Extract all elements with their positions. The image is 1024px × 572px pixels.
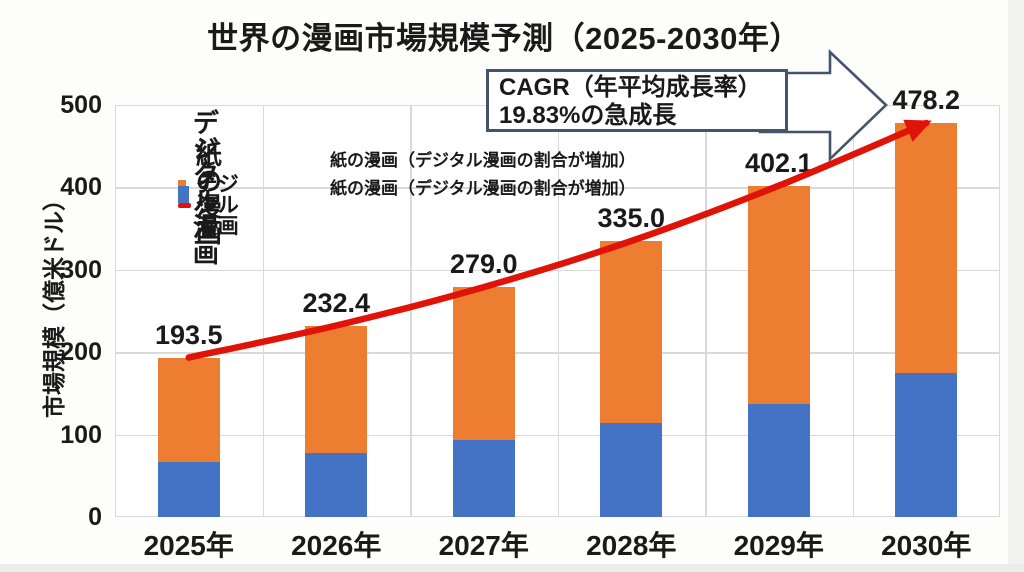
x-tick-label: 2025年 (143, 530, 234, 561)
y-tick-label: 200 (60, 338, 102, 367)
cagr-callout-box: CAGR（年平均成長率） 19.83%の急成長 (486, 69, 788, 132)
bar-stack (747, 185, 810, 517)
bar-segment-paper (452, 440, 515, 517)
value-label: 478.2 (892, 84, 961, 115)
legend-label: デジタル漫画 (196, 173, 239, 238)
bar-stack (895, 122, 958, 517)
bar-stack (452, 287, 515, 517)
bar-segment-digital (305, 325, 368, 453)
bar-segment-digital (452, 287, 515, 441)
bar-segment-paper (747, 404, 810, 517)
y-tick-label: 300 (60, 255, 102, 284)
legend-item-trend: デジタル漫画 (178, 174, 241, 237)
gridline-vertical (262, 105, 264, 517)
bar-stack (600, 240, 663, 517)
y-tick-label: 0 (88, 503, 102, 531)
y-tick-label: 400 (60, 173, 102, 202)
y-tick-label: 100 (60, 420, 102, 449)
cagr-line1: CAGR（年平均成長率） (499, 74, 762, 101)
value-label: 402.1 (744, 147, 813, 178)
legend-note-paper: 紙の漫画（デジタル漫画の割合が増加） (330, 151, 636, 170)
bar-segment-paper (895, 372, 958, 517)
legend-swatch-red-line (178, 203, 191, 208)
chart-title: 世界の漫画市場規模予測（2025-2030年） (207, 21, 801, 56)
legend-swatch-blue (178, 185, 189, 203)
x-tick-label: 2027年 (438, 530, 529, 561)
gridline-vertical (705, 105, 707, 517)
value-label: 193.5 (154, 319, 223, 350)
y-tick-label: 500 (60, 91, 102, 119)
background-strip-right (1008, 0, 1024, 572)
bar-stack (305, 325, 368, 517)
value-label: 232.4 (302, 287, 371, 318)
y-axis-title: 市場規模（億米ドル） (41, 188, 67, 418)
cagr-line2: 19.83%の急成長 (499, 102, 677, 129)
x-tick-label: 2026年 (291, 530, 382, 561)
bar-stack (157, 357, 220, 517)
value-label: 335.0 (597, 202, 666, 233)
x-tick-label: 2029年 (733, 530, 824, 561)
bar-segment-paper (157, 461, 220, 517)
legend-note-trend: 紙の漫画（デジタル漫画の割合が増加） (330, 179, 636, 198)
x-tick-label: 2030年 (881, 530, 972, 561)
bar-segment-digital (157, 357, 220, 462)
bar-segment-digital (600, 240, 663, 424)
bar-segment-digital (895, 122, 958, 373)
gridline-vertical (852, 105, 854, 517)
value-label: 279.0 (449, 249, 518, 280)
bar-segment-paper (600, 423, 663, 517)
background-strip-bottom (0, 564, 1024, 572)
bar-segment-digital (747, 185, 810, 405)
bar-segment-paper (305, 452, 368, 517)
x-tick-label: 2028年 (586, 530, 677, 561)
